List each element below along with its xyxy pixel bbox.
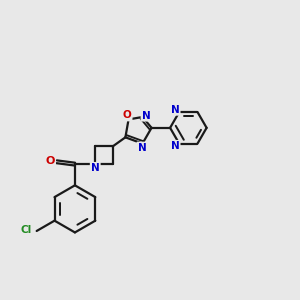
Text: N: N	[91, 163, 100, 173]
Text: Cl: Cl	[20, 225, 32, 236]
Text: N: N	[171, 141, 179, 151]
Text: O: O	[46, 156, 55, 166]
Text: O: O	[123, 110, 131, 120]
Text: N: N	[142, 110, 150, 121]
Text: N: N	[171, 105, 179, 115]
Text: N: N	[137, 143, 146, 153]
